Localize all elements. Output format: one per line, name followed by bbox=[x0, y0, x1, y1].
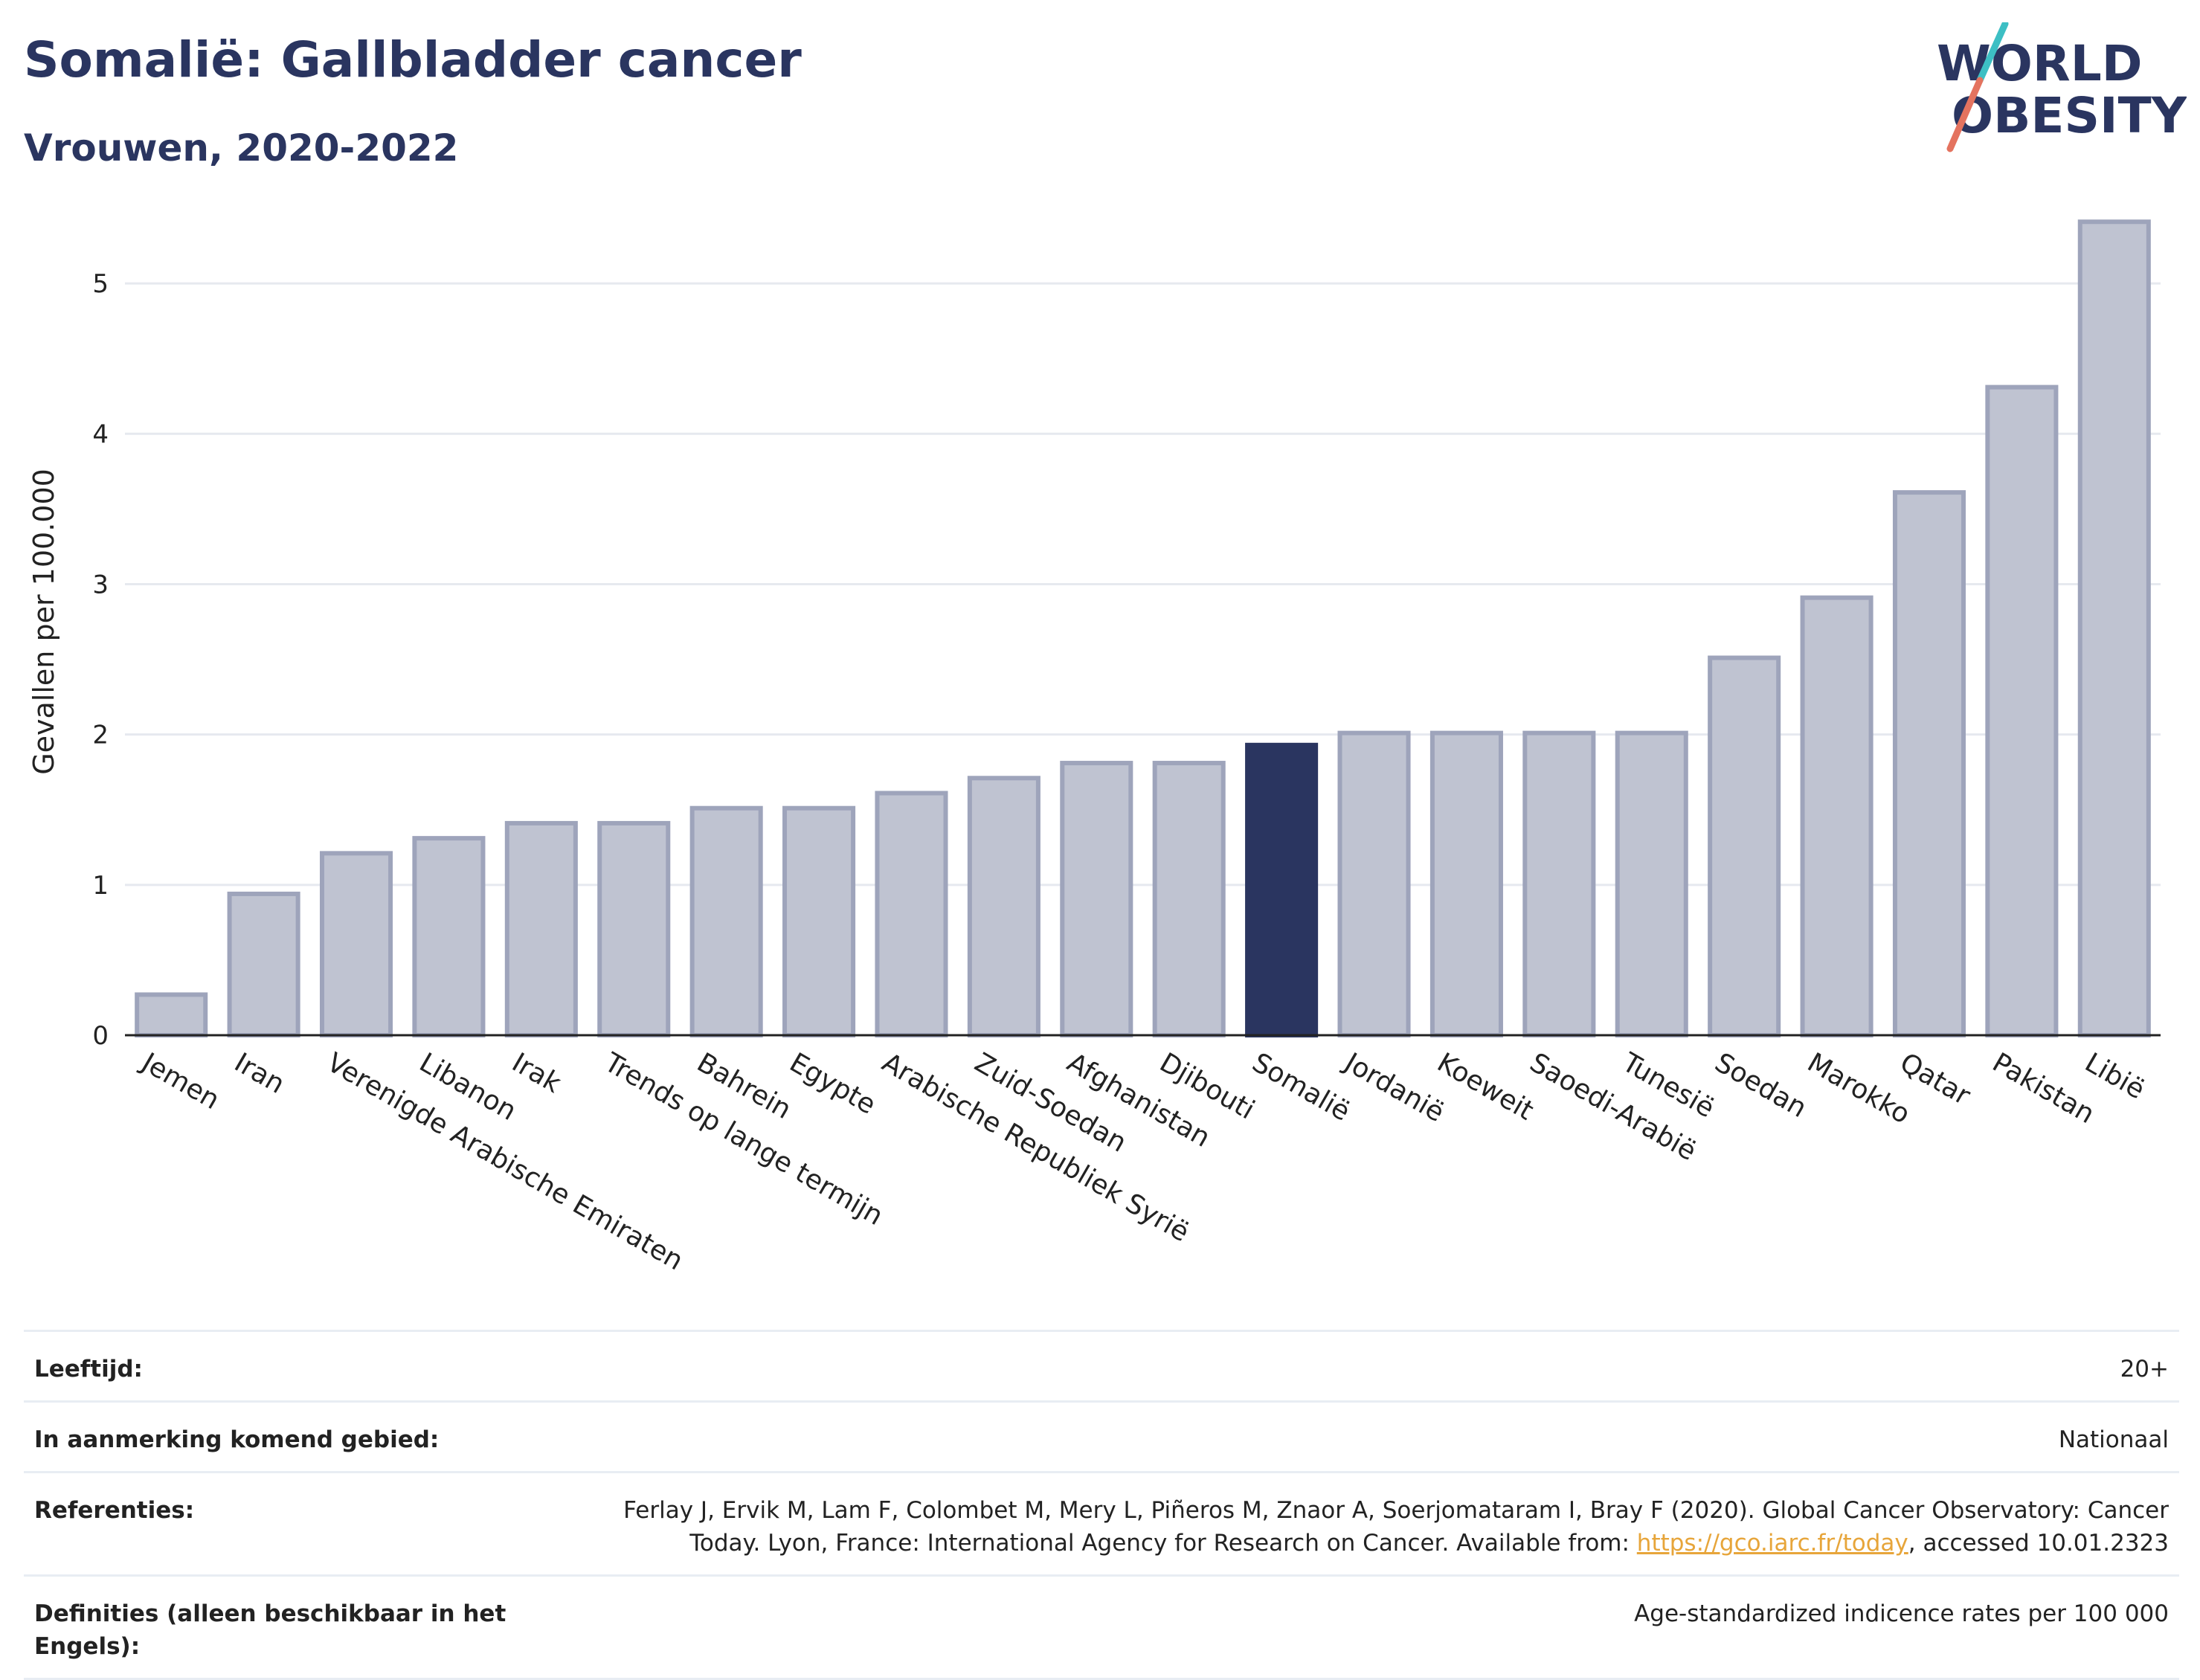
meta-value-references: Ferlay J, Ervik M, Lam F, Colombet M, Me… bbox=[547, 1494, 2169, 1560]
y-tick-label: 3 bbox=[92, 570, 109, 599]
meta-value-definitions: Age-standardized indicence rates per 100… bbox=[1634, 1600, 2169, 1627]
chart-subtitle: Vrouwen, 2020-2022 bbox=[24, 126, 459, 170]
bar bbox=[1522, 730, 1596, 1038]
reference-link[interactable]: https://gco.iarc.fr/today bbox=[1636, 1530, 1908, 1557]
bar bbox=[1800, 595, 1873, 1037]
bar-highlighted bbox=[1245, 742, 1319, 1037]
metadata-table: Leeftijd: 20+ In aanmerking komend gebie… bbox=[24, 1330, 2179, 1680]
bar bbox=[412, 836, 486, 1038]
x-category-label: Libië bbox=[2080, 1047, 2149, 1105]
meta-value-age: 20+ bbox=[2120, 1356, 2169, 1383]
meta-row-area: In aanmerking komend gebied: Nationaal bbox=[24, 1400, 2179, 1471]
y-tick-label: 4 bbox=[92, 419, 109, 449]
logo-text-obesity: OBESITY bbox=[1952, 87, 2187, 144]
bar bbox=[1152, 761, 1226, 1037]
bar bbox=[1337, 730, 1411, 1038]
bar bbox=[1060, 761, 1133, 1037]
logo-text-world: WORLD bbox=[1937, 35, 2143, 92]
x-category-label: Iran bbox=[229, 1047, 289, 1100]
meta-label-references: Referenties: bbox=[34, 1497, 195, 1524]
x-category-label: Saoedi-Arabië bbox=[1525, 1047, 1702, 1167]
logo-slash-coral bbox=[1946, 77, 1984, 152]
reference-accessed: , accessed 10.01.2323 bbox=[1908, 1530, 2169, 1557]
bar bbox=[504, 820, 578, 1037]
x-category-label: Marokko bbox=[1802, 1047, 1915, 1130]
x-category-label: Jordanië bbox=[1338, 1046, 1449, 1128]
y-tick-label: 1 bbox=[92, 871, 109, 901]
x-category-label: Soedan bbox=[1710, 1047, 1812, 1124]
bar bbox=[597, 820, 671, 1037]
bar bbox=[1892, 490, 1966, 1037]
bar bbox=[135, 992, 208, 1037]
x-category-label: Irak bbox=[506, 1047, 566, 1099]
bar bbox=[1615, 730, 1688, 1038]
x-category-label: Somalië bbox=[1247, 1047, 1355, 1127]
meta-label-definitions: Definities (alleen beschikbaar in het En… bbox=[34, 1600, 506, 1660]
bar bbox=[689, 805, 763, 1037]
chart-title: Somalië: Gallbladder cancer bbox=[24, 31, 802, 88]
logo-slash-teal bbox=[1976, 22, 2009, 84]
meta-label-area: In aanmerking komend gebied: bbox=[34, 1426, 440, 1453]
bar bbox=[875, 791, 948, 1037]
meta-value-area: Nationaal bbox=[2058, 1426, 2169, 1453]
meta-row-definitions: Definities (alleen beschikbaar in het En… bbox=[24, 1574, 2179, 1680]
bar bbox=[1429, 730, 1503, 1038]
bar bbox=[2077, 219, 2151, 1037]
meta-row-references: Referenties: Ferlay J, Ervik M, Lam F, C… bbox=[24, 1471, 2179, 1574]
y-tick-label: 0 bbox=[92, 1021, 109, 1051]
bar bbox=[227, 891, 300, 1037]
bar bbox=[1985, 384, 2059, 1037]
y-tick-label: 2 bbox=[92, 721, 109, 750]
meta-label-age: Leeftijd: bbox=[34, 1356, 143, 1383]
x-category-label: Pakistan bbox=[1987, 1047, 2100, 1130]
bar bbox=[967, 776, 1041, 1037]
meta-row-age: Leeftijd: 20+ bbox=[24, 1330, 2179, 1400]
reference-text: Ferlay J, Ervik M, Lam F, Colombet M, Me… bbox=[623, 1497, 2169, 1557]
world-obesity-logo: WORLD OBESITY bbox=[1937, 22, 2187, 152]
bar bbox=[1708, 655, 1781, 1037]
x-category-label: Jemen bbox=[135, 1046, 225, 1116]
y-axis-title: Gevallen per 100.000 bbox=[28, 469, 60, 775]
bar bbox=[782, 805, 856, 1037]
x-category-label: Koeweit bbox=[1432, 1047, 1538, 1126]
x-category-label: Egypte bbox=[785, 1047, 881, 1121]
bar bbox=[319, 851, 393, 1037]
y-tick-label: 5 bbox=[92, 269, 109, 299]
